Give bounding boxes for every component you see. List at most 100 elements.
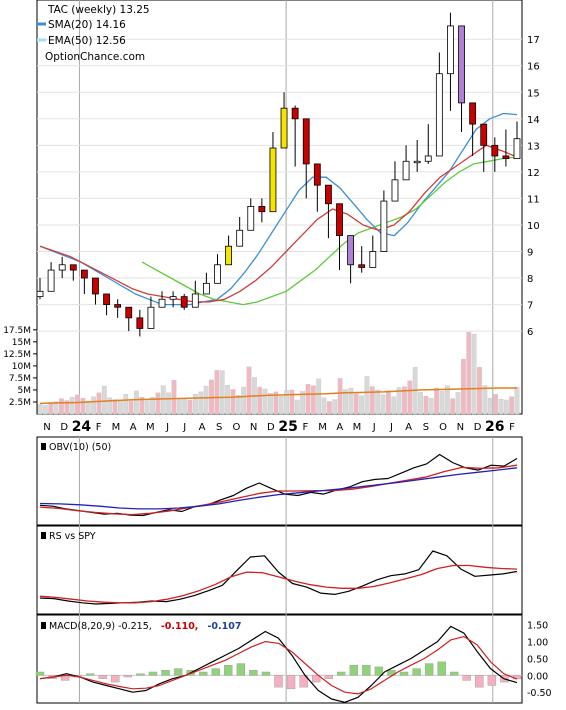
- macd-histogram-bar: [311, 675, 321, 683]
- volume-bar: [343, 389, 348, 415]
- candle-body: [313, 163, 321, 186]
- candle-body: [136, 317, 144, 329]
- price-tick-label: 14: [527, 115, 540, 126]
- candle-body: [491, 144, 499, 157]
- candle-body: [80, 269, 88, 279]
- price-tick-label: 13: [527, 141, 540, 152]
- ema50-line: [141, 156, 518, 306]
- volume-bar: [418, 392, 423, 415]
- macd-histogram-bar: [475, 675, 484, 688]
- volume-bar: [321, 397, 327, 415]
- x-tick-label: J: [372, 422, 376, 433]
- volume-bar: [262, 388, 268, 415]
- candle-body: [480, 123, 488, 146]
- candle-body: [36, 290, 44, 298]
- volume-bar: [278, 396, 284, 415]
- macd-histogram-bar: [136, 673, 145, 676]
- volume-bar: [171, 380, 177, 415]
- macd-histogram-bar: [249, 670, 258, 676]
- volume-bar: [310, 385, 316, 415]
- indicator-lines: [39, 112, 518, 405]
- sma20-line: [39, 112, 518, 306]
- volume-bar: [150, 396, 155, 415]
- volume-bar: [37, 404, 43, 415]
- volume-bar: [498, 398, 504, 415]
- candle-body: [369, 251, 377, 268]
- macd-signal-value: -0.110,: [161, 621, 199, 632]
- macd-histogram-bar: [148, 671, 158, 676]
- volume-bar: [91, 396, 96, 415]
- candle-body: [214, 264, 221, 284]
- volume-bar: [203, 385, 209, 415]
- macd-hist-value: -0.107: [207, 621, 241, 632]
- x-tick-label: M: [146, 422, 155, 433]
- rs-label-swatch: [41, 532, 46, 539]
- volume-bar: [257, 386, 263, 415]
- macd-histogram-bar: [424, 663, 434, 676]
- macd-label-value: MACD(8,20,9) -0.215,: [49, 621, 152, 632]
- obv-line: [39, 464, 518, 516]
- volume-bar: [487, 397, 493, 415]
- sub-panels: [35, 453, 522, 703]
- macd-histogram-bar: [286, 675, 296, 690]
- macd-histogram-bar: [362, 665, 371, 676]
- rs-line: [39, 564, 518, 604]
- candle-body: [302, 118, 310, 165]
- candle-body: [180, 296, 188, 308]
- rs-panel: [36, 525, 523, 615]
- legend: TAC (weekly) 13.25 SMA(20) 14.16 EMA(50)…: [37, 4, 150, 63]
- volume-bar: [514, 386, 520, 415]
- candle-body: [469, 102, 477, 125]
- volume-bar: [246, 366, 252, 415]
- volume-tick-label: 12.5M: [3, 350, 31, 360]
- price-tick-label: 15: [527, 88, 540, 99]
- price-tick-label: 9: [527, 248, 533, 259]
- volume-bar: [407, 380, 413, 415]
- volume-bar: [461, 358, 466, 415]
- candle-body: [424, 155, 432, 162]
- candle-body: [413, 160, 421, 164]
- candle-body: [325, 184, 332, 205]
- macd-histogram-bar: [299, 675, 308, 688]
- macd-tick-label: 0.50: [527, 654, 548, 665]
- volume-bar: [471, 333, 477, 415]
- volume-bar: [64, 400, 70, 415]
- candle-body: [202, 282, 210, 295]
- x-tick-label: F: [509, 422, 515, 433]
- macd-histogram-bar: [374, 666, 384, 676]
- x-tick-label: 26: [485, 419, 504, 435]
- candle-body: [380, 200, 388, 252]
- volume-bar: [450, 398, 456, 415]
- candle-body: [291, 107, 299, 120]
- volume-bar: [96, 392, 102, 415]
- volume-bar: [182, 398, 188, 415]
- macd-histogram-bar: [349, 665, 359, 676]
- volume-bar: [134, 390, 139, 415]
- volume-bar: [396, 387, 402, 415]
- volume-bar: [380, 394, 386, 415]
- macd-histogram-bar: [337, 671, 346, 676]
- volume-bar: [80, 397, 86, 415]
- volume-bar: [101, 385, 107, 415]
- candle-body: [269, 147, 277, 213]
- x-tick-label: F: [302, 422, 308, 433]
- volume-bar: [300, 391, 306, 415]
- volume-bar: [509, 396, 515, 415]
- macd-histogram-bar: [173, 668, 183, 676]
- x-tick-label: A: [405, 422, 412, 433]
- x-tick-label: A: [199, 422, 206, 433]
- x-tick-label: F: [96, 422, 102, 433]
- x-tick-label: J: [182, 422, 186, 433]
- candle-body: [258, 205, 266, 213]
- volume-bar: [219, 370, 225, 415]
- obv-line: [39, 467, 518, 510]
- candle-body: [114, 304, 122, 308]
- x-tick-label: N: [457, 422, 464, 433]
- volume-bar: [503, 399, 509, 415]
- macd-panel: [36, 614, 523, 704]
- macd-signal-line: [39, 635, 518, 695]
- rs-label: RS vs SPY: [49, 531, 96, 542]
- volume-bar: [42, 405, 48, 415]
- macd-histogram-bar: [399, 671, 409, 676]
- ema-band-line: [39, 144, 518, 303]
